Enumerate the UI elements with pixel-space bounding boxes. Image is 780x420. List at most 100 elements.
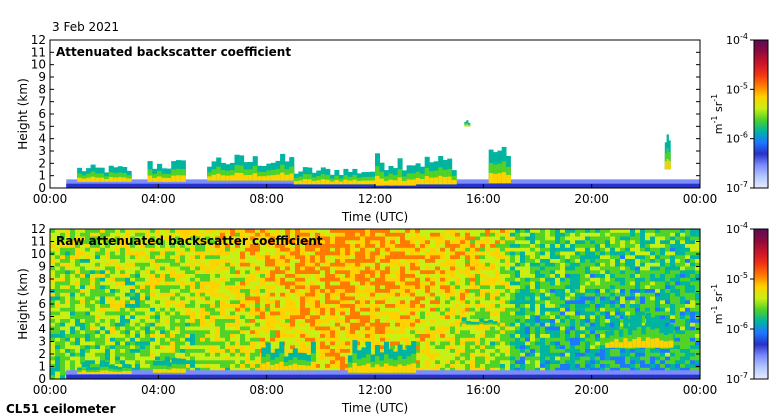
- noise-cell: [125, 292, 131, 298]
- noise-cell: [220, 326, 226, 331]
- noise-cell: [200, 255, 206, 260]
- noise-cell: [455, 251, 461, 256]
- noise-cell: [325, 259, 331, 264]
- noise-cell: [205, 364, 211, 369]
- noise-cell: [415, 251, 421, 256]
- noise-cell: [130, 356, 136, 361]
- noise-cell: [130, 300, 136, 305]
- noise-cell: [385, 337, 391, 343]
- noise-cell: [405, 281, 411, 286]
- feature-core-3: [243, 169, 249, 181]
- noise-cell: [495, 247, 501, 253]
- noise-cell: [500, 337, 506, 343]
- noise-cell: [530, 281, 536, 286]
- noise-cell: [305, 296, 311, 301]
- noise-cell: [120, 307, 126, 313]
- noise-cell: [430, 240, 436, 245]
- noise-cell: [60, 274, 66, 279]
- noise-cell: [170, 315, 176, 320]
- noise-cell: [235, 319, 241, 324]
- noise-cell: [155, 337, 161, 343]
- noise-cell: [435, 360, 441, 365]
- noise-cell: [260, 232, 266, 238]
- noise-cell: [210, 307, 216, 313]
- noise-cell: [500, 244, 506, 249]
- noise-cell: [630, 292, 636, 298]
- noise-cell: [460, 244, 466, 249]
- noise-cell: [90, 259, 96, 264]
- noise-cell: [150, 349, 156, 354]
- noise-cell: [215, 341, 221, 346]
- noise-cell: [575, 322, 581, 328]
- noise-cell: [590, 251, 596, 256]
- noise-cell: [190, 356, 196, 361]
- noise-cell: [165, 352, 171, 358]
- noise-cell: [510, 281, 516, 286]
- noise-cell: [290, 319, 296, 324]
- noise-cell: [205, 270, 211, 275]
- noise-cell: [230, 289, 236, 294]
- noise-cell: [505, 281, 511, 286]
- noise-cell: [390, 229, 396, 234]
- noise-cell: [330, 352, 336, 358]
- noise-cell: [620, 247, 626, 253]
- noise-cell: [210, 345, 216, 350]
- noise-cell: [235, 232, 241, 238]
- noise-cell: [565, 345, 571, 350]
- noise-cell: [145, 274, 151, 279]
- noise-cell: [160, 337, 166, 343]
- noise-cell: [425, 259, 431, 264]
- noise-cell: [285, 255, 291, 260]
- noise-cell: [80, 289, 86, 294]
- noise-cell: [415, 352, 421, 358]
- noise-cell: [90, 240, 96, 245]
- noise-cell: [350, 266, 356, 271]
- noise-cell: [145, 259, 151, 264]
- noise-cell: [525, 289, 531, 294]
- noise-cell: [280, 311, 286, 316]
- noise-cell: [555, 345, 561, 350]
- noise-cell: [355, 334, 361, 339]
- noise-cell: [50, 360, 56, 365]
- noise-cell: [495, 232, 501, 238]
- noise-cell: [280, 244, 286, 249]
- y-tick-label: 5: [38, 119, 46, 133]
- noise-cell: [520, 304, 526, 309]
- noise-cell: [575, 251, 581, 256]
- noise-cell: [500, 281, 506, 286]
- noise-cell: [125, 304, 131, 309]
- noise-cell: [420, 281, 426, 286]
- feature-core-6: [424, 167, 430, 185]
- noise-cell: [195, 334, 201, 339]
- noise-cell: [630, 232, 636, 238]
- noise-cell: [75, 337, 81, 343]
- noise-cell: [55, 236, 61, 241]
- noise-cell: [75, 341, 81, 346]
- noise-cell: [225, 300, 231, 305]
- noise-cell: [115, 319, 121, 324]
- noise-cell: [305, 262, 311, 268]
- noise-cell: [330, 319, 336, 324]
- noise-cell: [605, 236, 611, 241]
- noise-cell: [410, 236, 416, 241]
- noise-cell: [90, 315, 96, 320]
- noise-cell: [140, 349, 146, 354]
- noise-cell: [270, 322, 276, 328]
- noise-cell: [515, 247, 521, 253]
- noise-cell: [155, 341, 161, 346]
- noise-cell: [325, 349, 331, 354]
- noise-cell: [100, 322, 106, 328]
- noise-cell: [590, 300, 596, 305]
- noise-cell: [365, 322, 371, 328]
- noise-cell: [485, 345, 491, 350]
- noise-cell: [275, 277, 281, 283]
- noise-cell: [415, 289, 421, 294]
- noise-cell: [435, 251, 441, 256]
- noise-cell: [265, 236, 271, 241]
- noise-cell: [210, 229, 216, 234]
- noise-cell: [245, 322, 251, 328]
- noise-cell: [610, 315, 616, 320]
- noise-cell: [350, 292, 356, 298]
- noise-cell: [595, 270, 601, 275]
- noise-cell: [485, 360, 491, 365]
